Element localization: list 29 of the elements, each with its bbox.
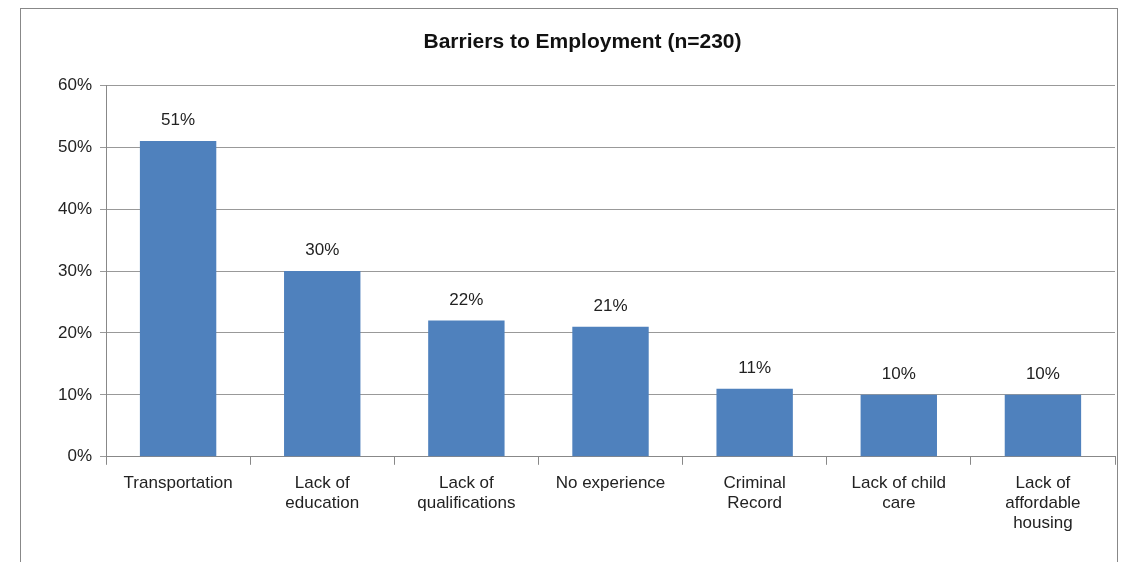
bar [1004,394,1082,457]
data-label: 51% [161,110,196,130]
data-label: 22% [449,289,484,309]
y-tick-label: 50% [57,136,93,156]
bar [572,326,649,457]
y-tick-label: 20% [57,322,93,342]
bar [284,271,361,457]
x-tick-label: Lack of child care [851,472,947,513]
data-label: 30% [305,240,340,260]
chart-title: Barriers to Employment (n=230) [423,29,742,53]
y-tick-label: 0% [67,446,93,466]
data-label: 21% [593,295,628,315]
bar [716,388,793,457]
x-tick-label: No experience [555,472,666,492]
bar [860,394,937,457]
y-tick-label: 10% [57,384,93,404]
y-tick-label: 60% [57,74,93,94]
x-tick-label: Criminal Record [723,472,786,513]
bar [428,320,505,457]
x-tick-label: Lack of education [285,472,360,513]
data-label: 10% [881,364,916,384]
y-tick-label: 40% [57,198,93,218]
y-tick-label: 30% [57,260,93,280]
x-tick-label: Transportation [123,472,233,492]
x-tick-label: Lack of affordable housing [1005,472,1081,533]
bar [139,140,217,457]
x-tick-label: Lack of qualifications [417,472,516,513]
data-label: 10% [1025,364,1060,384]
data-label: 11% [738,357,772,377]
